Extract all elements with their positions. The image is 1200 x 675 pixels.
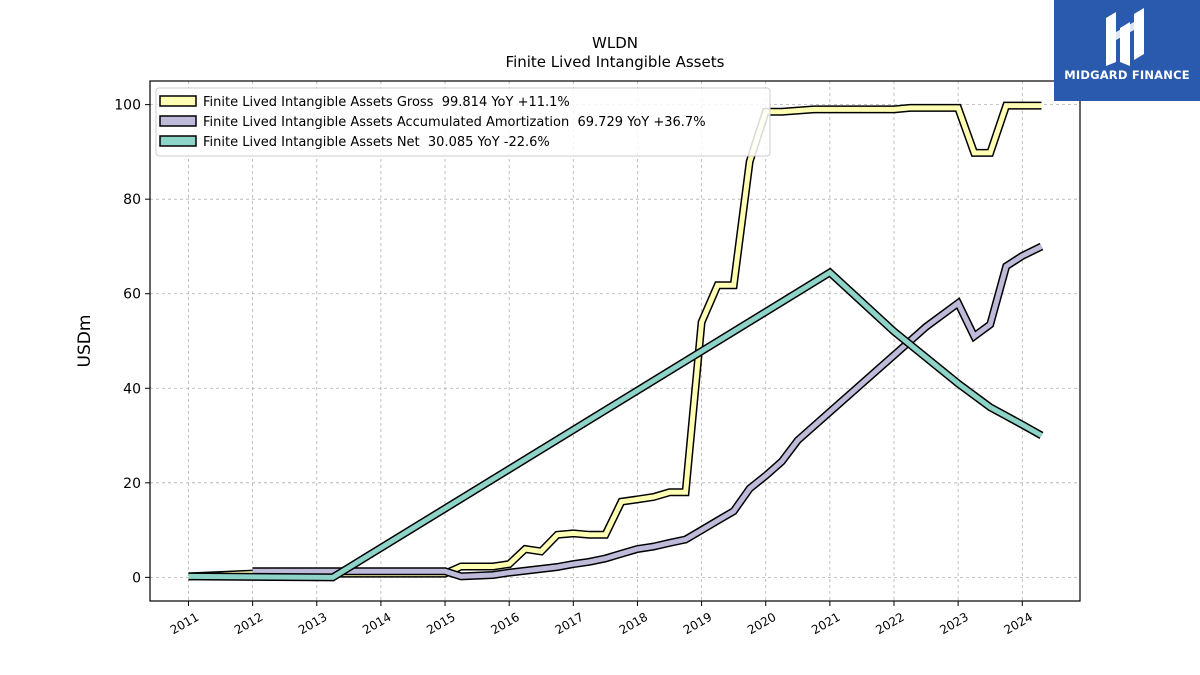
- x-tick-label: 2024: [1002, 610, 1035, 637]
- midgard-logo-icon: [1106, 8, 1144, 66]
- x-tick-label: 2019: [681, 610, 714, 637]
- y-tick-label: 80: [123, 192, 141, 208]
- chart-subtitle: Finite Lived Intangible Assets: [506, 53, 725, 71]
- x-tick-label: 2014: [360, 610, 393, 637]
- legend-entry: Finite Lived Intangible Assets Accumulat…: [203, 115, 706, 130]
- series-line-2: [252, 244, 1043, 579]
- series-layer: [188, 101, 1044, 582]
- legend: Finite Lived Intangible Assets Gross 99.…: [155, 87, 771, 157]
- series-line-3: [188, 269, 1043, 580]
- x-tick-label: 2021: [809, 610, 842, 637]
- legend-entry: Finite Lived Intangible Assets Gross 99.…: [203, 95, 570, 110]
- x-tick-label: 2023: [937, 610, 970, 637]
- y-tick-label: 60: [123, 287, 141, 303]
- x-tick-label: 2015: [424, 610, 457, 637]
- x-tick-label: 2013: [296, 610, 329, 637]
- legend-swatch: [159, 115, 197, 127]
- legend-swatch: [159, 135, 197, 147]
- x-tick-label: 2011: [168, 610, 201, 637]
- y-axis-label: USDm: [75, 315, 95, 368]
- chart-title: WLDN: [592, 34, 638, 52]
- y-tick-label: 100: [114, 98, 141, 114]
- midgard-finance-logo: MIDGARD FINANCE: [1054, 0, 1200, 101]
- y-tick-label: 0: [132, 570, 141, 586]
- y-tick-label: 20: [123, 476, 141, 492]
- y-axis: 0 20 40 60 80 100: [114, 98, 150, 586]
- legend-swatch: [159, 95, 197, 107]
- legend-box: [155, 87, 771, 157]
- x-tick-label: 2022: [873, 610, 906, 637]
- x-tick-label: 2017: [553, 610, 586, 637]
- x-tick-label: 2016: [488, 610, 521, 637]
- legend-entry: Finite Lived Intangible Assets Net 30.08…: [203, 135, 550, 150]
- series-line-1: [188, 103, 1042, 579]
- x-tick-label: 2018: [617, 610, 650, 637]
- x-tick-label: 2020: [745, 610, 778, 637]
- logo-text: MIDGARD FINANCE: [1064, 68, 1190, 82]
- y-tick-label: 40: [123, 381, 141, 397]
- plot-area-frame: [149, 80, 1081, 602]
- series-outline: [252, 242, 1044, 581]
- x-tick-label: 2012: [232, 610, 265, 637]
- x-axis: 2011 2012 2013 2014 2015 2016 2017 2018 2019 2020…: [168, 601, 1035, 637]
